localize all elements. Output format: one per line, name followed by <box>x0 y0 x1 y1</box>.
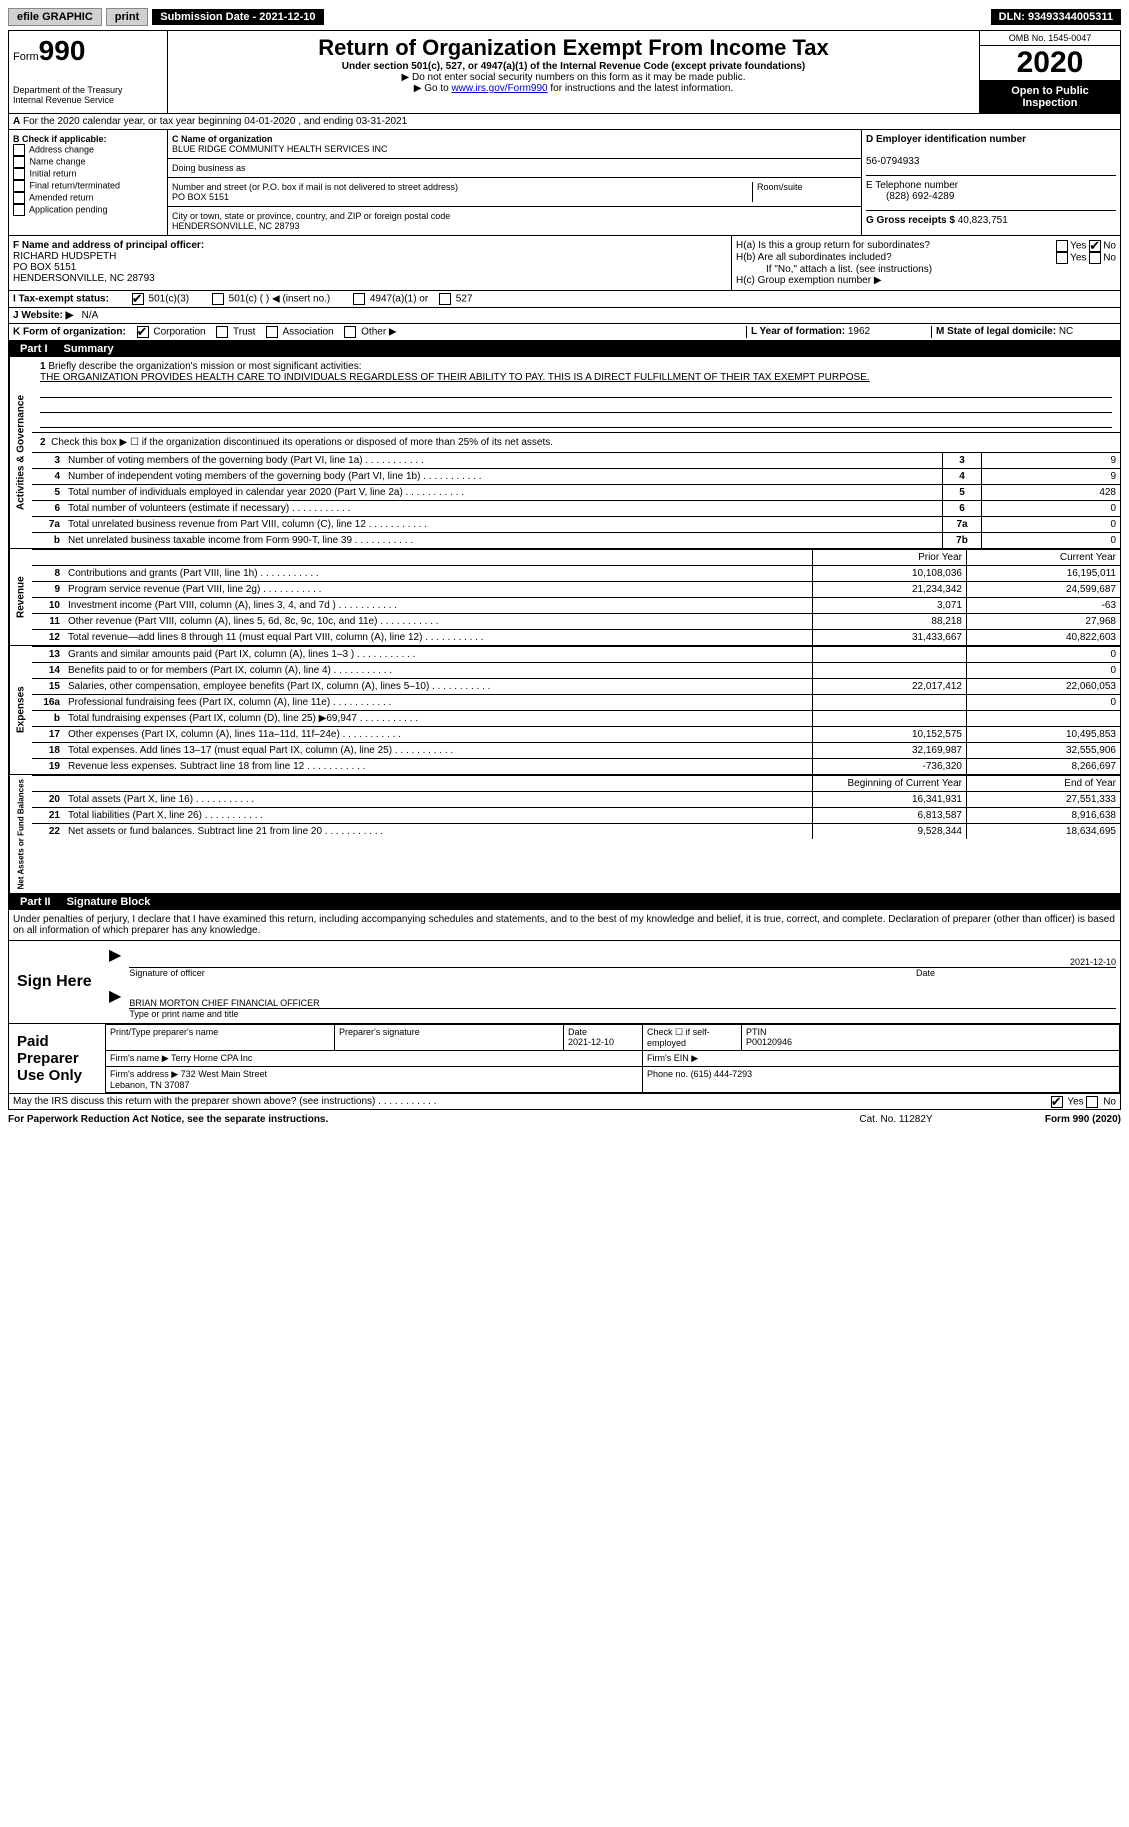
efile-button[interactable]: efile GRAPHIC <box>8 8 102 26</box>
corp-checkbox[interactable] <box>137 326 149 338</box>
form-header: Form990 Department of the Treasury Inter… <box>8 30 1121 114</box>
org-name: BLUE RIDGE COMMUNITY HEALTH SERVICES INC <box>172 144 388 154</box>
irs-no-checkbox[interactable] <box>1086 1096 1098 1108</box>
form-title: Return of Organization Exempt From Incom… <box>172 35 975 61</box>
paid-preparer-block: Paid Preparer Use Only Print/Type prepar… <box>8 1024 1121 1094</box>
entity-info-block: B Check if applicable: Address change Na… <box>8 130 1121 236</box>
submission-date-label: Submission Date - 2021-12-10 <box>152 9 323 25</box>
501c-checkbox[interactable] <box>212 293 224 305</box>
city-box: City or town, state or province, country… <box>168 207 861 235</box>
hb-no-checkbox[interactable] <box>1089 252 1101 264</box>
top-toolbar: efile GRAPHIC print Submission Date - 20… <box>8 8 1121 26</box>
boxb-checkbox[interactable] <box>13 168 25 180</box>
org-form-row: K Form of organization: Corporation Trus… <box>8 324 1121 341</box>
boxb-checkbox[interactable] <box>13 180 25 192</box>
print-button[interactable]: print <box>106 8 148 26</box>
mission-text: THE ORGANIZATION PROVIDES HEALTH CARE TO… <box>40 372 870 383</box>
instr-ssn: ▶ Do not enter social security numbers o… <box>172 72 975 83</box>
expenses-section: Expenses 13Grants and similar amounts pa… <box>8 646 1121 775</box>
form-number: Form990 <box>13 35 163 67</box>
netassets-section: Net Assets or Fund Balances Beginning of… <box>8 775 1121 894</box>
omb-number: OMB No. 1545-0047 <box>980 31 1120 46</box>
dept-label: Department of the Treasury Internal Reve… <box>13 85 163 105</box>
gross-receipts-value: 40,823,751 <box>958 215 1008 226</box>
phone-value: (828) 692-4289 <box>866 191 954 202</box>
ha-yes-checkbox[interactable] <box>1056 240 1068 252</box>
ein-value: 56-0794933 <box>866 156 919 167</box>
tax-exempt-row: I Tax-exempt status: 501(c)(3) 501(c) ( … <box>8 291 1121 308</box>
paid-preparer-label: Paid Preparer Use Only <box>9 1024 105 1093</box>
org-name-box: C Name of organization BLUE RIDGE COMMUN… <box>168 130 861 159</box>
vtab-expenses: Expenses <box>9 646 32 774</box>
trust-checkbox[interactable] <box>216 326 228 338</box>
address-box: Number and street (or P.O. box if mail i… <box>168 178 861 207</box>
page-footer: For Paperwork Reduction Act Notice, see … <box>8 1110 1121 1129</box>
website-row: J Website: ▶ N/A <box>8 308 1121 324</box>
expenses-table: 13Grants and similar amounts paid (Part … <box>32 646 1120 774</box>
irs-yes-checkbox[interactable] <box>1051 1096 1063 1108</box>
box-h: H(a) Is this a group return for subordin… <box>731 236 1120 290</box>
officer-group-row: F Name and address of principal officer:… <box>8 236 1121 291</box>
other-checkbox[interactable] <box>344 326 356 338</box>
part2-header: Part II Signature Block <box>8 894 1121 910</box>
gross-receipts-box: G Gross receipts $ 40,823,751 <box>866 210 1116 226</box>
box-f: F Name and address of principal officer:… <box>9 236 731 290</box>
vtab-revenue: Revenue <box>9 549 32 645</box>
boxb-checkbox[interactable] <box>13 156 25 168</box>
tax-period-row: A For the 2020 calendar year, or tax yea… <box>8 114 1121 130</box>
hb-yes-checkbox[interactable] <box>1056 252 1068 264</box>
527-checkbox[interactable] <box>439 293 451 305</box>
org-city: HENDERSONVILLE, NC 28793 <box>172 221 300 231</box>
sign-here-label: Sign Here <box>9 941 105 1023</box>
revenue-table: Prior YearCurrent Year8Contributions and… <box>32 549 1120 645</box>
form-subtitle: Under section 501(c), 527, or 4947(a)(1)… <box>172 61 975 72</box>
ein-box: D Employer identification number 56-0794… <box>866 134 1116 167</box>
vtab-governance: Activities & Governance <box>9 357 32 548</box>
irs-link[interactable]: www.irs.gov/Form990 <box>451 83 547 94</box>
boxb-checkbox[interactable] <box>13 144 25 156</box>
revenue-section: Revenue Prior YearCurrent Year8Contribut… <box>8 549 1121 646</box>
box-b: B Check if applicable: Address change Na… <box>9 130 168 235</box>
part1-header: Part I Summary <box>8 341 1121 357</box>
declaration-text: Under penalties of perjury, I declare th… <box>8 910 1121 941</box>
boxb-checkbox[interactable] <box>13 192 25 204</box>
501c3-checkbox[interactable] <box>132 293 144 305</box>
dba-box: Doing business as <box>168 159 861 178</box>
boxb-checkbox[interactable] <box>13 204 25 216</box>
org-address: PO BOX 5151 <box>172 192 229 202</box>
ha-no-checkbox[interactable] <box>1089 240 1101 252</box>
vtab-netassets: Net Assets or Fund Balances <box>9 775 32 893</box>
phone-box: E Telephone number (828) 692-4289 <box>866 175 1116 202</box>
netassets-table: Beginning of Current YearEnd of Year20To… <box>32 775 1120 839</box>
4947-checkbox[interactable] <box>353 293 365 305</box>
sign-here-block: Sign Here ▶ 2021-12-10 Signature of offi… <box>8 941 1121 1024</box>
tax-year: 2020 <box>980 46 1120 81</box>
instr-link-row: ▶ Go to www.irs.gov/Form990 for instruct… <box>172 83 975 94</box>
dln-label: DLN: 93493344005311 <box>991 9 1121 25</box>
website-value: N/A <box>82 310 99 321</box>
governance-table: 3Number of voting members of the governi… <box>32 452 1120 548</box>
open-public-badge: Open to Public Inspection <box>980 81 1120 113</box>
assoc-checkbox[interactable] <box>266 326 278 338</box>
may-irs-row: May the IRS discuss this return with the… <box>8 1094 1121 1110</box>
governance-section: Activities & Governance 1 Briefly descri… <box>8 357 1121 549</box>
